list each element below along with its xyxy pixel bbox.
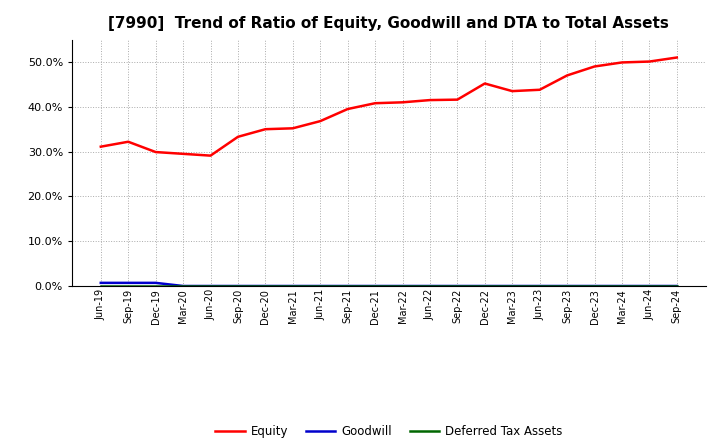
- Equity: [618, 60, 626, 65]
- Deferred Tax Assets: [343, 283, 352, 288]
- Goodwill: [179, 283, 187, 289]
- Deferred Tax Assets: [536, 283, 544, 288]
- Deferred Tax Assets: [124, 283, 132, 288]
- Goodwill: [536, 283, 544, 289]
- Deferred Tax Assets: [261, 283, 270, 288]
- Equity: [151, 150, 160, 155]
- Goodwill: [233, 283, 242, 289]
- Deferred Tax Assets: [645, 283, 654, 288]
- Goodwill: [124, 280, 132, 286]
- Equity: [261, 127, 270, 132]
- Deferred Tax Assets: [233, 283, 242, 288]
- Goodwill: [618, 283, 626, 289]
- Goodwill: [672, 283, 681, 289]
- Goodwill: [343, 283, 352, 289]
- Goodwill: [645, 283, 654, 289]
- Line: Equity: Equity: [101, 58, 677, 156]
- Goodwill: [590, 283, 599, 289]
- Equity: [316, 118, 325, 124]
- Goodwill: [398, 283, 407, 289]
- Equity: [563, 73, 572, 78]
- Equity: [453, 97, 462, 102]
- Deferred Tax Assets: [480, 283, 489, 288]
- Equity: [672, 55, 681, 60]
- Deferred Tax Assets: [426, 283, 434, 288]
- Equity: [206, 153, 215, 158]
- Deferred Tax Assets: [316, 283, 325, 288]
- Deferred Tax Assets: [508, 283, 516, 288]
- Deferred Tax Assets: [96, 283, 105, 288]
- Goodwill: [206, 283, 215, 289]
- Equity: [124, 139, 132, 144]
- Deferred Tax Assets: [289, 283, 297, 288]
- Deferred Tax Assets: [151, 283, 160, 288]
- Goodwill: [289, 283, 297, 289]
- Deferred Tax Assets: [179, 283, 187, 288]
- Deferred Tax Assets: [453, 283, 462, 288]
- Goodwill: [426, 283, 434, 289]
- Equity: [233, 134, 242, 139]
- Deferred Tax Assets: [618, 283, 626, 288]
- Equity: [645, 59, 654, 64]
- Equity: [289, 126, 297, 131]
- Deferred Tax Assets: [590, 283, 599, 288]
- Deferred Tax Assets: [371, 283, 379, 288]
- Equity: [179, 151, 187, 157]
- Goodwill: [453, 283, 462, 289]
- Goodwill: [261, 283, 270, 289]
- Equity: [343, 106, 352, 112]
- Deferred Tax Assets: [206, 283, 215, 288]
- Goodwill: [151, 280, 160, 286]
- Equity: [590, 64, 599, 69]
- Goodwill: [316, 283, 325, 289]
- Deferred Tax Assets: [563, 283, 572, 288]
- Line: Goodwill: Goodwill: [101, 283, 677, 286]
- Title: [7990]  Trend of Ratio of Equity, Goodwill and DTA to Total Assets: [7990] Trend of Ratio of Equity, Goodwil…: [109, 16, 669, 32]
- Equity: [426, 97, 434, 103]
- Equity: [96, 144, 105, 149]
- Goodwill: [371, 283, 379, 289]
- Equity: [398, 100, 407, 105]
- Equity: [480, 81, 489, 86]
- Goodwill: [563, 283, 572, 289]
- Goodwill: [508, 283, 516, 289]
- Goodwill: [96, 280, 105, 286]
- Deferred Tax Assets: [672, 283, 681, 288]
- Legend: Equity, Goodwill, Deferred Tax Assets: Equity, Goodwill, Deferred Tax Assets: [210, 420, 567, 440]
- Deferred Tax Assets: [398, 283, 407, 288]
- Equity: [536, 87, 544, 92]
- Equity: [371, 101, 379, 106]
- Equity: [508, 88, 516, 94]
- Goodwill: [480, 283, 489, 289]
